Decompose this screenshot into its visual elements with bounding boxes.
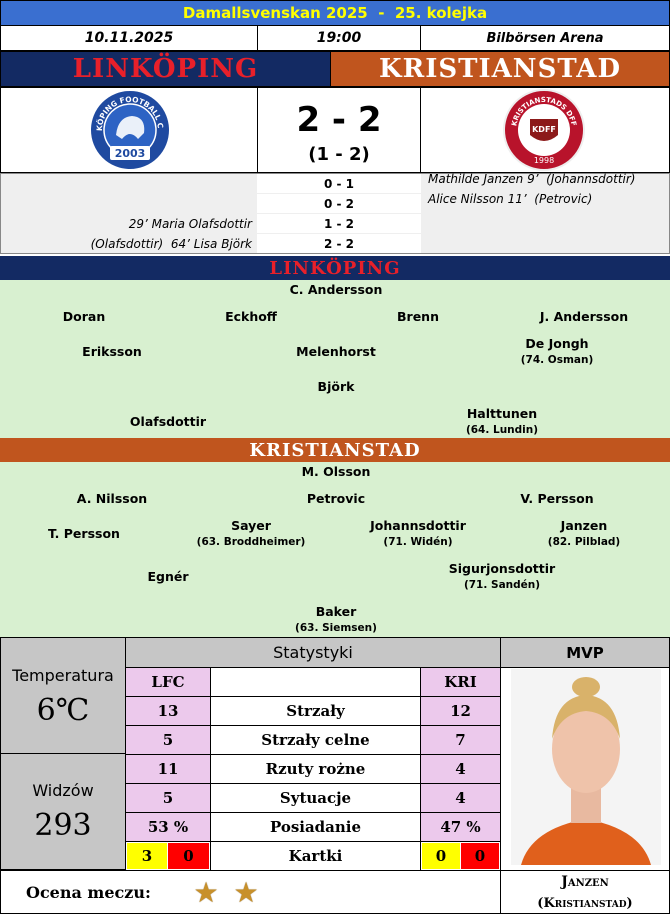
attendance-label: Widzów bbox=[32, 780, 94, 800]
stat-label: Posiadanie bbox=[210, 812, 421, 842]
away-stat: 7 bbox=[420, 725, 501, 755]
player-name: Janzen bbox=[560, 517, 608, 533]
away-logo-badge: KDFF bbox=[532, 125, 556, 134]
mvp-team: (Kristianstad) bbox=[537, 895, 633, 911]
away-team: KRISTIANSTAD bbox=[330, 51, 670, 87]
star: ★ bbox=[233, 875, 259, 909]
stat-label: Strzały bbox=[210, 696, 421, 726]
home-abbr: LFC bbox=[125, 667, 211, 697]
away-logo: KDFF KRISTIANSTADS DFF 1998 bbox=[503, 89, 585, 171]
stat-label: Kartki bbox=[210, 841, 421, 871]
goal-score: 1 - 2 bbox=[257, 214, 421, 233]
home-stat: 53 % bbox=[125, 812, 211, 842]
away-scorer: Alice Nilsson 11’ (Petrovic) bbox=[428, 191, 593, 206]
away-abbr: KRI bbox=[420, 667, 501, 697]
away-lineup-header: KRISTIANSTAD bbox=[0, 438, 670, 462]
player-name: Melenhorst bbox=[296, 343, 376, 359]
player-name: Doran bbox=[62, 308, 106, 324]
full-score: 2 - 2 bbox=[296, 100, 382, 140]
attendance-cell bbox=[0, 753, 126, 870]
away-pitch bbox=[0, 462, 670, 637]
goal-score: 0 - 1 bbox=[257, 174, 421, 193]
stat-label: Sytuacje bbox=[210, 783, 421, 813]
player-name: A. Nilsson bbox=[76, 490, 148, 506]
player-name: Johannsdottir bbox=[370, 517, 466, 533]
temperature: 6℃ bbox=[36, 692, 90, 728]
home-stat: 5 bbox=[125, 725, 211, 755]
away-stat: 47 % bbox=[420, 812, 501, 842]
away-stat: 4 bbox=[420, 754, 501, 784]
home-pitch bbox=[0, 280, 670, 438]
home-scorer: 29’ Maria Olafsdottir bbox=[128, 216, 252, 231]
away-red: 0 bbox=[461, 843, 499, 869]
temperature-label: Temperatura bbox=[12, 665, 114, 685]
player-name: Petrovic bbox=[306, 490, 366, 506]
stats-blank bbox=[210, 667, 421, 697]
venue: Bilbörsen Arena bbox=[420, 25, 670, 51]
stat-label: Rzuty rożne bbox=[210, 754, 421, 784]
stat-label: Strzały celne bbox=[210, 725, 421, 755]
temperature-cell bbox=[0, 637, 126, 754]
home-logo: LINKÖPING FOOTBALL CLUB 2003 bbox=[88, 89, 171, 171]
away-yellow: 0 bbox=[422, 843, 460, 869]
goal-score: 0 - 2 bbox=[257, 194, 421, 213]
home-logo-year: 2003 bbox=[115, 147, 146, 160]
home-scorer: (Olafsdottir) 64’ Lisa Björk bbox=[90, 236, 252, 251]
mvp-photo bbox=[511, 669, 661, 865]
title-bar: Damallsvenskan 2025 - 25. kolejka bbox=[0, 0, 670, 26]
match-time: 19:00 bbox=[257, 25, 421, 51]
substitute: (71. Sandén) bbox=[463, 579, 541, 591]
home-stat: 11 bbox=[125, 754, 211, 784]
half-score: (1 - 2) bbox=[308, 143, 370, 165]
home-yellow: 3 bbox=[127, 843, 167, 869]
player-name: Sigurjonsdottir bbox=[448, 560, 556, 576]
player-name: Eriksson bbox=[82, 343, 142, 359]
player-name: V. Persson bbox=[520, 490, 594, 506]
substitute: (74. Osman) bbox=[520, 354, 594, 366]
star: ★ bbox=[193, 875, 219, 909]
home-stat: 5 bbox=[125, 783, 211, 813]
away-scorer: Mathilde Janzen 9’ (Johannsdottir) bbox=[428, 171, 636, 186]
goal-score: 2 - 2 bbox=[257, 234, 421, 253]
substitute: (64. Lundin) bbox=[465, 424, 539, 436]
substitute: (63. Siemsen) bbox=[295, 622, 377, 634]
mvp-name: Janzen bbox=[561, 874, 609, 890]
home-red: 0 bbox=[168, 843, 209, 869]
player-name: M. Olsson bbox=[301, 463, 371, 479]
player-name: Olafsdottir bbox=[129, 413, 207, 429]
player-name: De Jongh bbox=[525, 335, 589, 351]
home-lineup-header: LINKÖPING bbox=[0, 256, 670, 280]
player-name: J. Andersson bbox=[539, 308, 629, 324]
attendance: 293 bbox=[34, 807, 92, 843]
away-logo-year: 1998 bbox=[534, 156, 554, 165]
player-name: Baker bbox=[315, 603, 357, 619]
player-name: Brenn bbox=[397, 308, 439, 324]
player-name: T. Persson bbox=[48, 525, 120, 541]
mvp-title: MVP bbox=[500, 637, 670, 668]
stats-title: Statystyki bbox=[125, 637, 501, 668]
player-name: Björk bbox=[317, 378, 355, 394]
player-name: Egnér bbox=[147, 568, 189, 584]
player-name: C. Andersson bbox=[289, 281, 383, 297]
score-cell bbox=[257, 87, 421, 173]
away-stat: 12 bbox=[420, 696, 501, 726]
away-stat: 4 bbox=[420, 783, 501, 813]
substitute: (71. Widén) bbox=[383, 536, 453, 548]
substitute: (63. Broddheimer) bbox=[196, 536, 306, 548]
home-team: LINKÖPING bbox=[0, 51, 331, 87]
substitute: (82. Pilblad) bbox=[547, 536, 621, 548]
player-name: Eckhoff bbox=[225, 308, 277, 324]
player-name: Sayer bbox=[231, 517, 271, 533]
rating-label: Ocena meczu: bbox=[26, 882, 151, 902]
home-stat: 13 bbox=[125, 696, 211, 726]
match-date: 10.11.2025 bbox=[0, 25, 258, 51]
player-name: Halttunen bbox=[466, 405, 538, 421]
